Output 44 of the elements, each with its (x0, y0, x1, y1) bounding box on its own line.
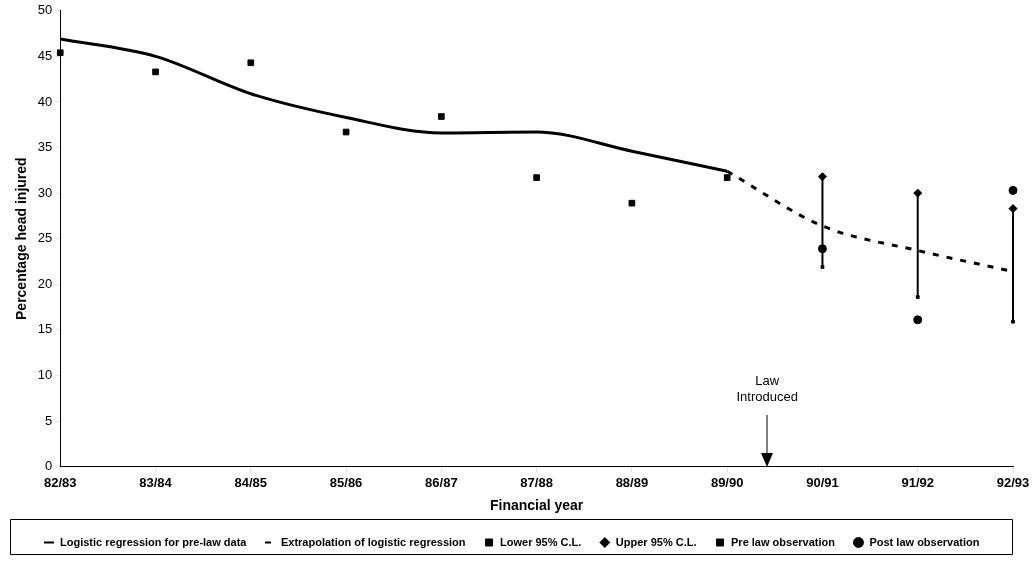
point (820, 265, 825, 269)
x-tick-label: 87/88 (520, 474, 553, 490)
x-tick-label: 85/86 (329, 474, 363, 490)
x-axis-title: Financial year (489, 497, 584, 514)
point (723, 174, 731, 181)
x-tick-label: 92/93 (996, 474, 1030, 490)
legend-label: Upper 95% C.L. (615, 535, 697, 548)
point (913, 188, 923, 198)
y-tick-label: 20 (37, 275, 53, 291)
legend-label: Pre law observation (731, 535, 836, 548)
x-tick-label: 82/83 (43, 474, 77, 490)
point (56, 49, 64, 57)
x-tick-label: 86/87 (425, 474, 458, 490)
y-tick-label: 15 (37, 321, 53, 337)
x-tick-label: 89/90 (710, 474, 744, 490)
y-axis-title: Percentage head injured (13, 157, 30, 320)
point (152, 68, 159, 76)
point (628, 199, 636, 207)
y-tick-label: 0 (45, 458, 53, 474)
point (1008, 185, 1018, 195)
y-tick-label: 30 (37, 184, 53, 200)
legend-label: Extrapolation of logistic regression (280, 535, 466, 548)
x-tick-label: 84/85 (234, 474, 268, 490)
point (247, 59, 255, 67)
point (913, 315, 923, 325)
y-tick-label: 50 (37, 2, 53, 18)
y-tick-label: 40 (37, 93, 53, 109)
annotation: Law Introduced (735, 372, 799, 405)
x-tick-label: 90/91 (806, 474, 839, 490)
legend-label: Logistic regression for pre-law data (60, 535, 248, 548)
x-tick-label: 83/84 (139, 474, 173, 490)
x-tick-label: 88/89 (615, 474, 649, 490)
point (533, 174, 540, 181)
y-tick-label: 5 (45, 412, 53, 428)
y-tick-label: 25 (37, 230, 53, 246)
y-tick-label: 45 (37, 47, 53, 63)
y-tick-label: 10 (37, 367, 53, 383)
point (438, 113, 445, 120)
y-tick-label: 35 (37, 139, 53, 155)
legend-label: Lower 95% C.L. (500, 535, 582, 548)
point (342, 128, 350, 136)
legend-label: Post law observation (869, 535, 980, 548)
x-tick-label: 91/92 (901, 474, 934, 490)
point (817, 172, 827, 182)
